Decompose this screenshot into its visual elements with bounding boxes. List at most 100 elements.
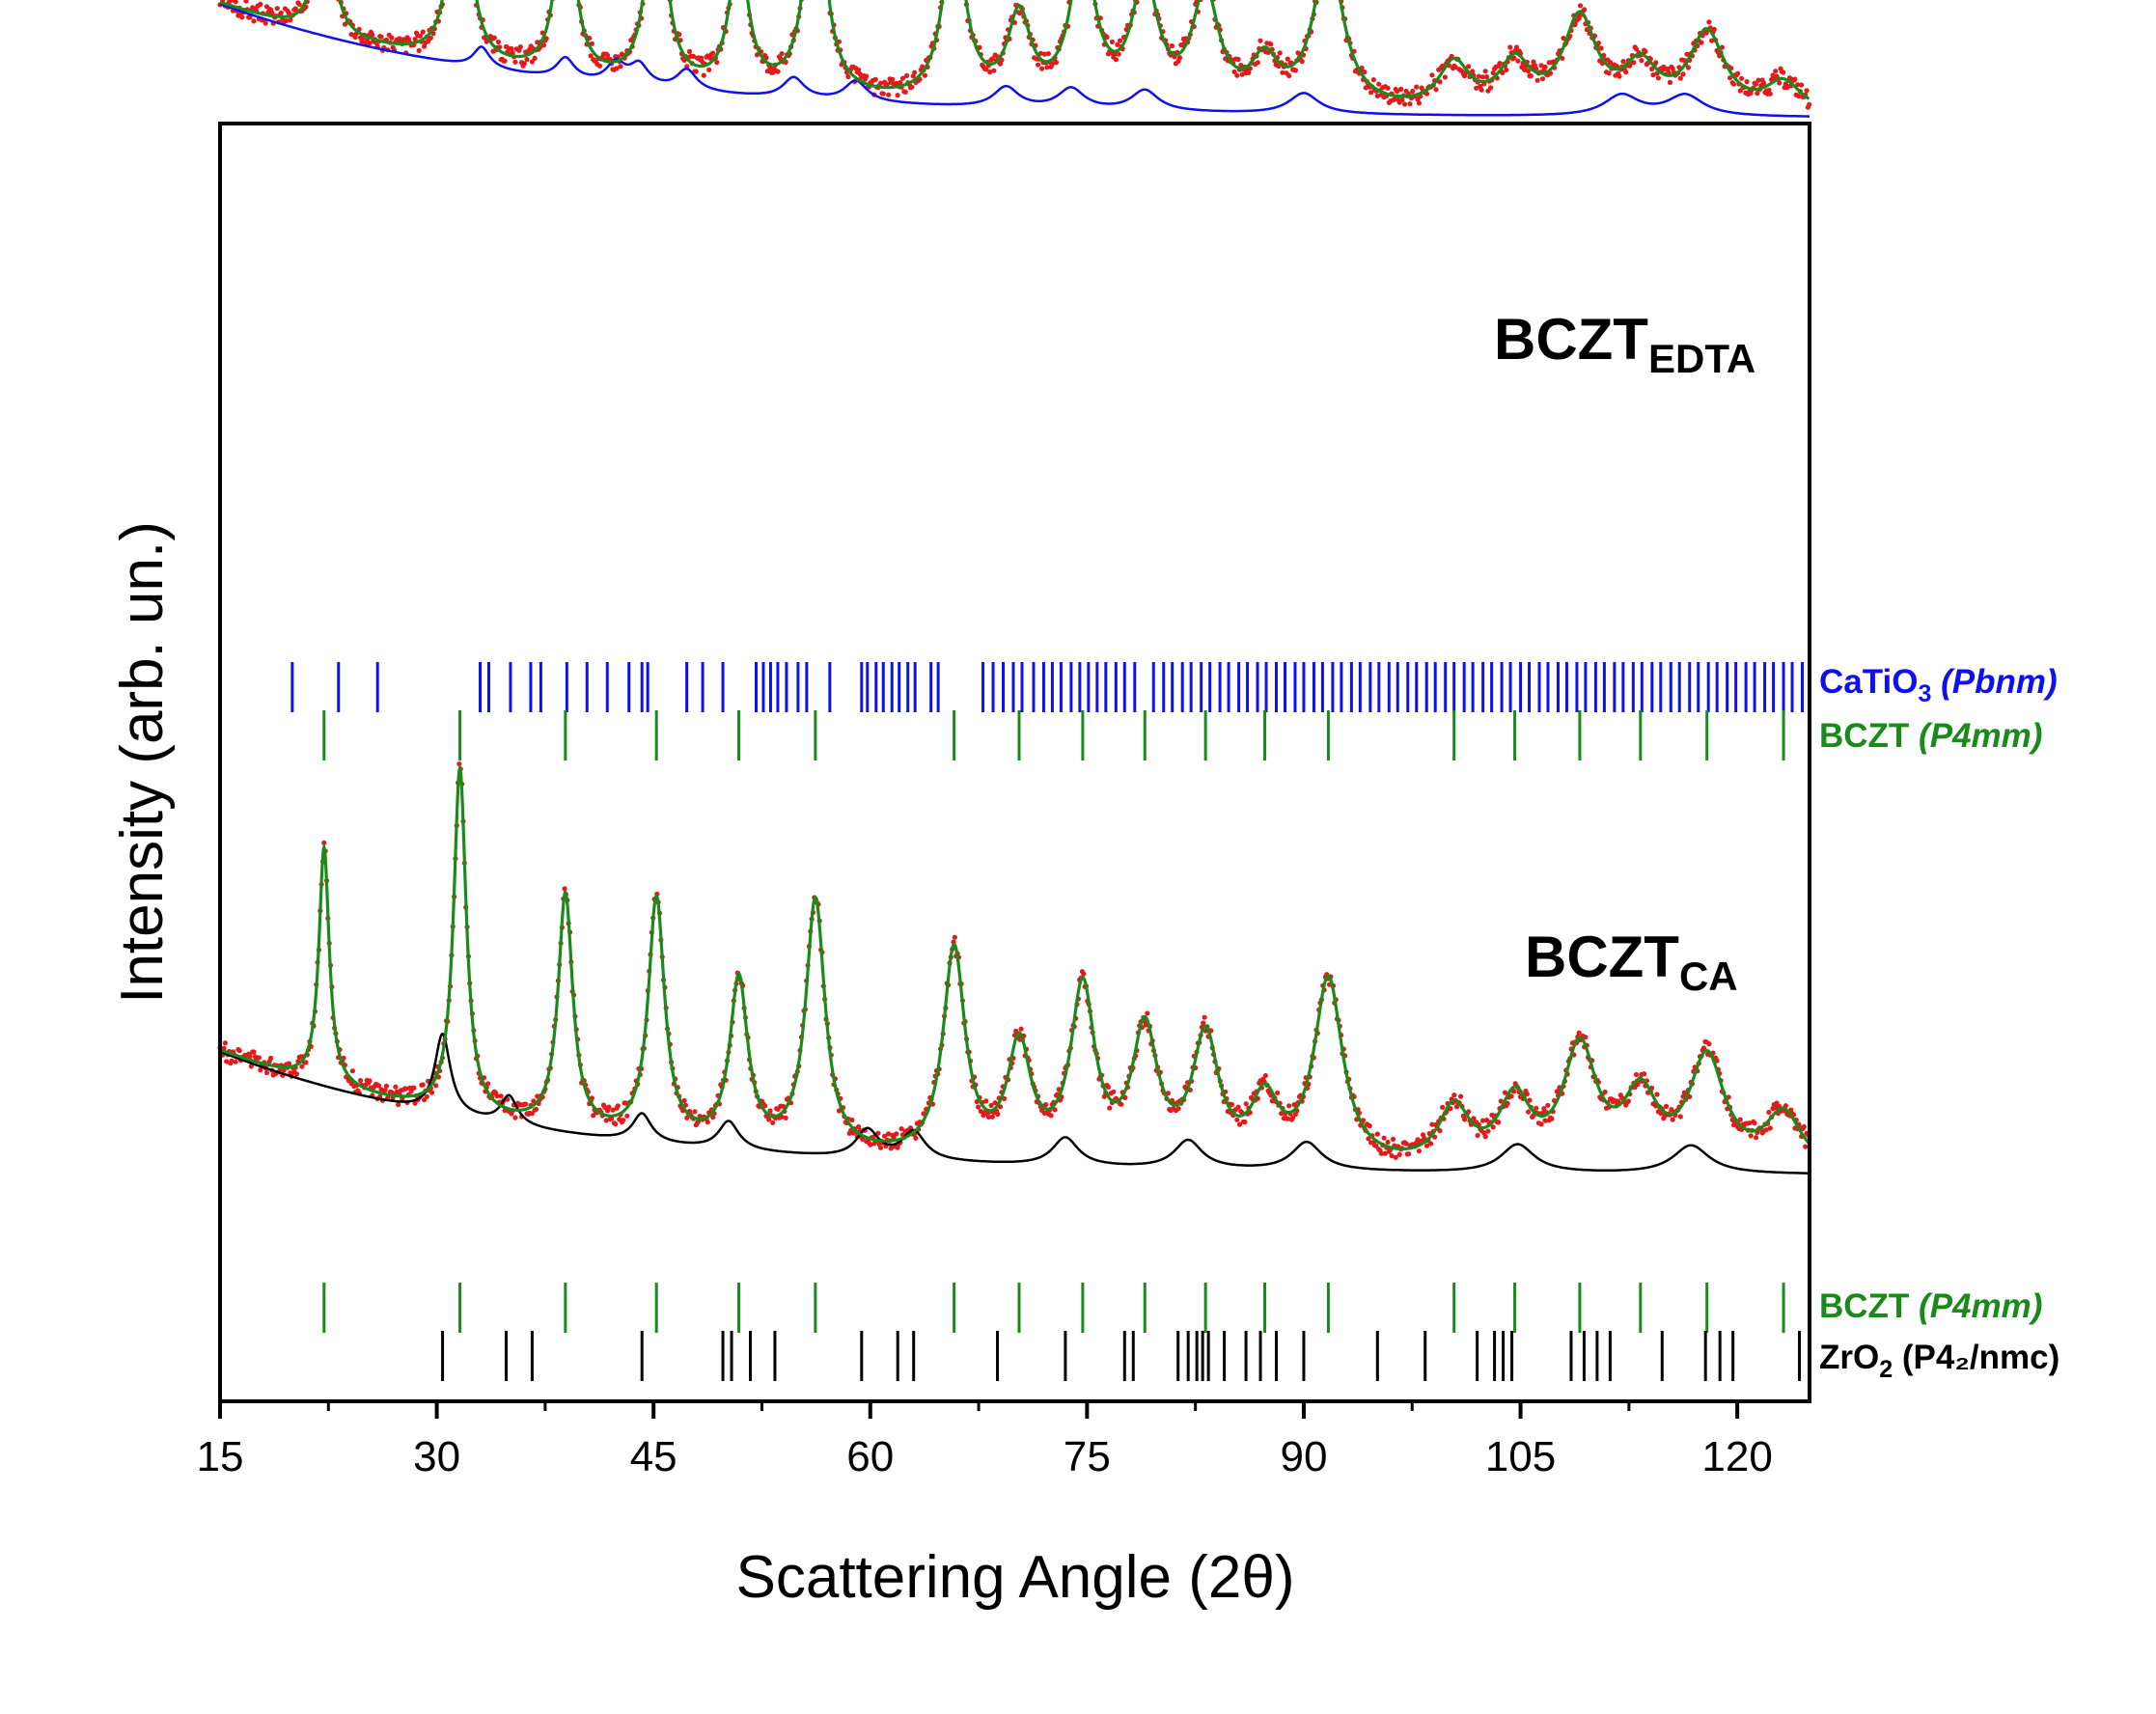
observed-point [1561,36,1566,41]
observed-point [1402,101,1408,107]
observed-point [1229,1101,1234,1108]
observed-point [1451,1092,1457,1098]
observed-point [714,60,720,66]
observed-point [1620,59,1626,65]
observed-point [912,69,918,75]
observed-point [396,1102,401,1108]
observed-point [1262,1072,1268,1079]
observed-point [779,51,785,57]
observed-point [1796,94,1802,99]
observed-point [222,1040,228,1046]
observed-point [1680,71,1686,77]
observed-point [1539,1110,1546,1116]
observed-point [1376,81,1382,87]
observed-point [1285,1116,1290,1121]
observed-point [1258,38,1263,43]
observed-point [416,47,422,54]
observed-point [1582,7,1588,13]
observed-point [1528,73,1534,79]
observed-point [1115,41,1120,47]
observed-point [589,41,595,46]
observed-point [1625,1098,1631,1104]
observed-point [1539,76,1546,82]
observed-point [494,1093,500,1099]
observed-point [983,1098,989,1104]
observed-point [856,1123,862,1130]
observed-point [420,29,426,35]
observed-point [613,1121,619,1127]
x-tick-label: 30 [413,1433,460,1480]
observed-point [886,1131,892,1137]
observed-point [1234,1117,1240,1122]
observed-point [895,93,900,98]
observed-point [701,72,706,78]
observed-point [524,57,530,63]
observed-point [263,1069,270,1076]
observed-point [989,56,995,62]
observed-point [684,1115,690,1120]
observed-point [1482,69,1488,74]
observed-point [909,84,915,90]
x-tick-label: 60 [846,1433,894,1480]
observed-point [1414,84,1420,90]
observed-point [1392,97,1397,102]
ticks-bczt [322,1283,1785,1333]
observed-point [1424,1143,1430,1148]
observed-point [509,45,514,52]
observed-point [1396,1151,1402,1157]
observed-point [588,53,594,59]
observed-point [1541,1106,1547,1112]
observed-point [1390,1136,1396,1142]
y-axis-title: Intensity (arb. un.) [109,521,176,1004]
observed-point [1399,97,1405,103]
observed-point [1777,80,1783,86]
observed-point [692,1109,698,1115]
observed-point [393,1084,399,1090]
observed-point [1176,55,1183,61]
observed-point [433,1083,439,1089]
observed-point [1767,1125,1773,1131]
observed-point [1699,40,1704,45]
observed-point [606,1104,612,1110]
legend-bczt-p4mm-bottom: BCZT (P4mm) [1819,1287,2042,1325]
observed-point [420,1082,426,1088]
observed-point [1803,1144,1809,1149]
observed-point [845,73,851,80]
observed-point [1462,1117,1468,1122]
observed-point [1037,50,1043,56]
observed-point [1393,1154,1398,1160]
observed-point [1505,1100,1510,1106]
legend-catio3-pbnm: CaTiO3 (Pbnm) [1819,663,2058,707]
observed-point [1291,1102,1297,1108]
observed-point [767,65,773,70]
observed-point [775,69,781,74]
observed-point [1681,1090,1687,1095]
observed-point [1804,88,1810,94]
observed-point [890,76,896,82]
observed-point [705,1120,710,1125]
observed-point [856,67,862,72]
observed-point [1744,79,1750,85]
observed-point [1471,1116,1477,1121]
observed-point [1633,46,1640,52]
observed-point [1242,1120,1248,1125]
observed-point [1238,63,1244,69]
observed-point [1231,69,1237,74]
observed-point [1389,1153,1395,1159]
observed-point [1385,85,1391,91]
observed-point [367,1078,373,1084]
observed-point [1667,79,1673,85]
observed-point [1773,69,1779,74]
observed-point [770,1120,776,1125]
observed-point [1416,100,1422,106]
observed-point [1755,91,1760,97]
observed-point [1117,38,1123,43]
observed-point [1398,86,1404,92]
observed-point [1658,1111,1664,1117]
observed-point [1654,1092,1660,1097]
observed-point [286,1061,291,1066]
observed-point [521,61,527,67]
observed-point [997,61,1004,67]
observed-point [864,73,870,79]
